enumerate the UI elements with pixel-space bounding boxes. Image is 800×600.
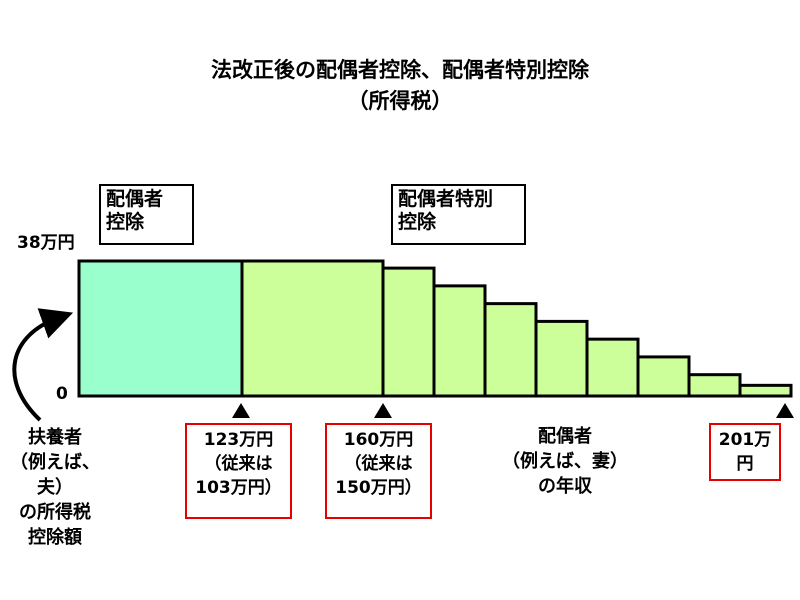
threshold-160-box: 160万円 （従来は 150万円） bbox=[325, 423, 432, 519]
deduction-bar bbox=[432, 284, 487, 398]
y-axis-caption-line2: （例えば、夫） bbox=[10, 452, 100, 498]
curved-arrow-icon bbox=[12, 308, 74, 422]
deduction-bar bbox=[240, 259, 385, 398]
spousal-deduction-label: 配偶者 控除 bbox=[99, 184, 194, 245]
y-axis-caption: 扶養者 （例えば、夫） の所得税 控除額 bbox=[0, 425, 110, 550]
chart-title: 法改正後の配偶者控除、配偶者特別控除 bbox=[211, 58, 589, 82]
x-axis-caption-line1: 配偶者 bbox=[538, 426, 592, 447]
threshold-201-line2: 円 bbox=[736, 454, 754, 474]
threshold-123-box: 123万円 （従来は 103万円） bbox=[185, 423, 292, 519]
deduction-bar bbox=[534, 319, 589, 398]
threshold-160-line1: 160万円 bbox=[343, 430, 414, 450]
deduction-bar bbox=[381, 266, 436, 398]
threshold-123-line2: （従来は bbox=[204, 454, 273, 474]
triangle-marker-icon bbox=[374, 403, 392, 418]
threshold-160-line3: 150万円） bbox=[335, 478, 422, 498]
y-axis-max-label: 38万円 bbox=[17, 233, 75, 253]
threshold-123-line3: 103万円） bbox=[195, 478, 282, 498]
spousal-deduction-label-line2: 控除 bbox=[106, 211, 145, 233]
special-spousal-deduction-label: 配偶者特別 控除 bbox=[391, 184, 526, 245]
x-axis-caption-line3: の年収 bbox=[538, 476, 592, 497]
deduction-bar bbox=[738, 383, 793, 398]
triangle-marker-icon bbox=[232, 403, 250, 418]
special-spousal-deduction-label-line1: 配偶者特別 bbox=[398, 188, 494, 210]
deduction-bar bbox=[585, 337, 640, 398]
y-axis-caption-line3: の所得税 bbox=[19, 502, 91, 523]
deduction-bar bbox=[483, 302, 538, 398]
threshold-123-line1: 123万円 bbox=[203, 430, 274, 450]
threshold-201-box: 201万 円 bbox=[709, 423, 781, 481]
spousal-deduction-label-line1: 配偶者 bbox=[106, 188, 164, 210]
threshold-201-line1: 201万 bbox=[718, 430, 772, 450]
deduction-bar bbox=[636, 355, 691, 398]
x-axis-caption: 配偶者 （例えば、妻） の年収 bbox=[490, 424, 640, 499]
special-spousal-deduction-label-line2: 控除 bbox=[398, 211, 437, 233]
chart-subtitle: （所得税） bbox=[347, 89, 453, 113]
y-axis-zero-label: 0 bbox=[56, 384, 68, 404]
triangle-marker-icon bbox=[776, 403, 794, 418]
deduction-bar bbox=[687, 373, 742, 398]
deduction-bar bbox=[77, 259, 244, 398]
x-axis-caption-line2: （例えば、妻） bbox=[502, 451, 628, 472]
y-axis-caption-line4: 控除額 bbox=[28, 527, 82, 548]
threshold-160-line2: （従来は bbox=[344, 454, 413, 474]
y-axis-caption-line1: 扶養者 bbox=[28, 427, 82, 448]
